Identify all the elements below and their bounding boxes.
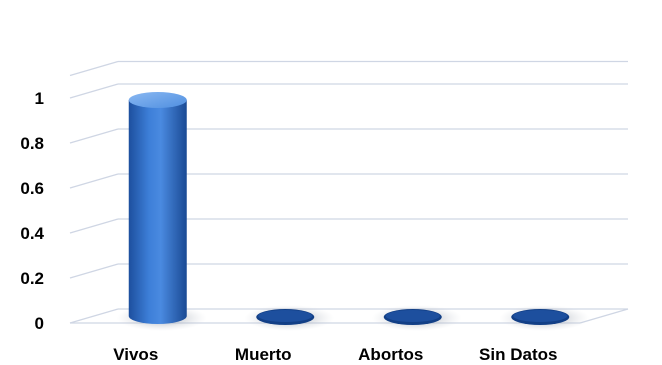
y-tick-label: 1 (35, 89, 44, 108)
x-category-label: Sin Datos (479, 345, 557, 364)
grid-line (69, 263, 628, 279)
bar-abortos (371, 305, 462, 331)
bar-cap-highlight (258, 310, 313, 322)
x-category-label: Abortos (358, 345, 423, 364)
y-axis: 0 0.2 0.4 0.6 0.8 1 (20, 89, 44, 333)
y-tick-label: 0 (35, 314, 44, 333)
y-tick-label: 0.2 (20, 269, 44, 288)
x-category-label: Muerto (235, 345, 292, 364)
grid-line (69, 60, 628, 77)
bar-body (128, 100, 187, 324)
grid-line (69, 173, 628, 189)
bars (116, 92, 590, 331)
grid-line (69, 128, 628, 144)
x-category-label: Vivos (113, 345, 158, 364)
bar-cap-highlight (385, 310, 440, 322)
y-tick-label: 0.4 (20, 224, 44, 243)
grid-line (69, 218, 628, 234)
bar-vivos (116, 92, 207, 331)
y-tick-label: 0.8 (20, 134, 44, 153)
bar-cap-highlight (513, 310, 568, 322)
bar-sin-datos (499, 305, 590, 331)
bar-muerto (244, 305, 335, 331)
grid-line (69, 83, 628, 99)
y-tick-label: 0.6 (20, 179, 44, 198)
grid-lines (69, 60, 629, 324)
x-axis: Vivos Muerto Abortos Sin Datos (113, 345, 557, 364)
bar-cap (128, 92, 187, 108)
